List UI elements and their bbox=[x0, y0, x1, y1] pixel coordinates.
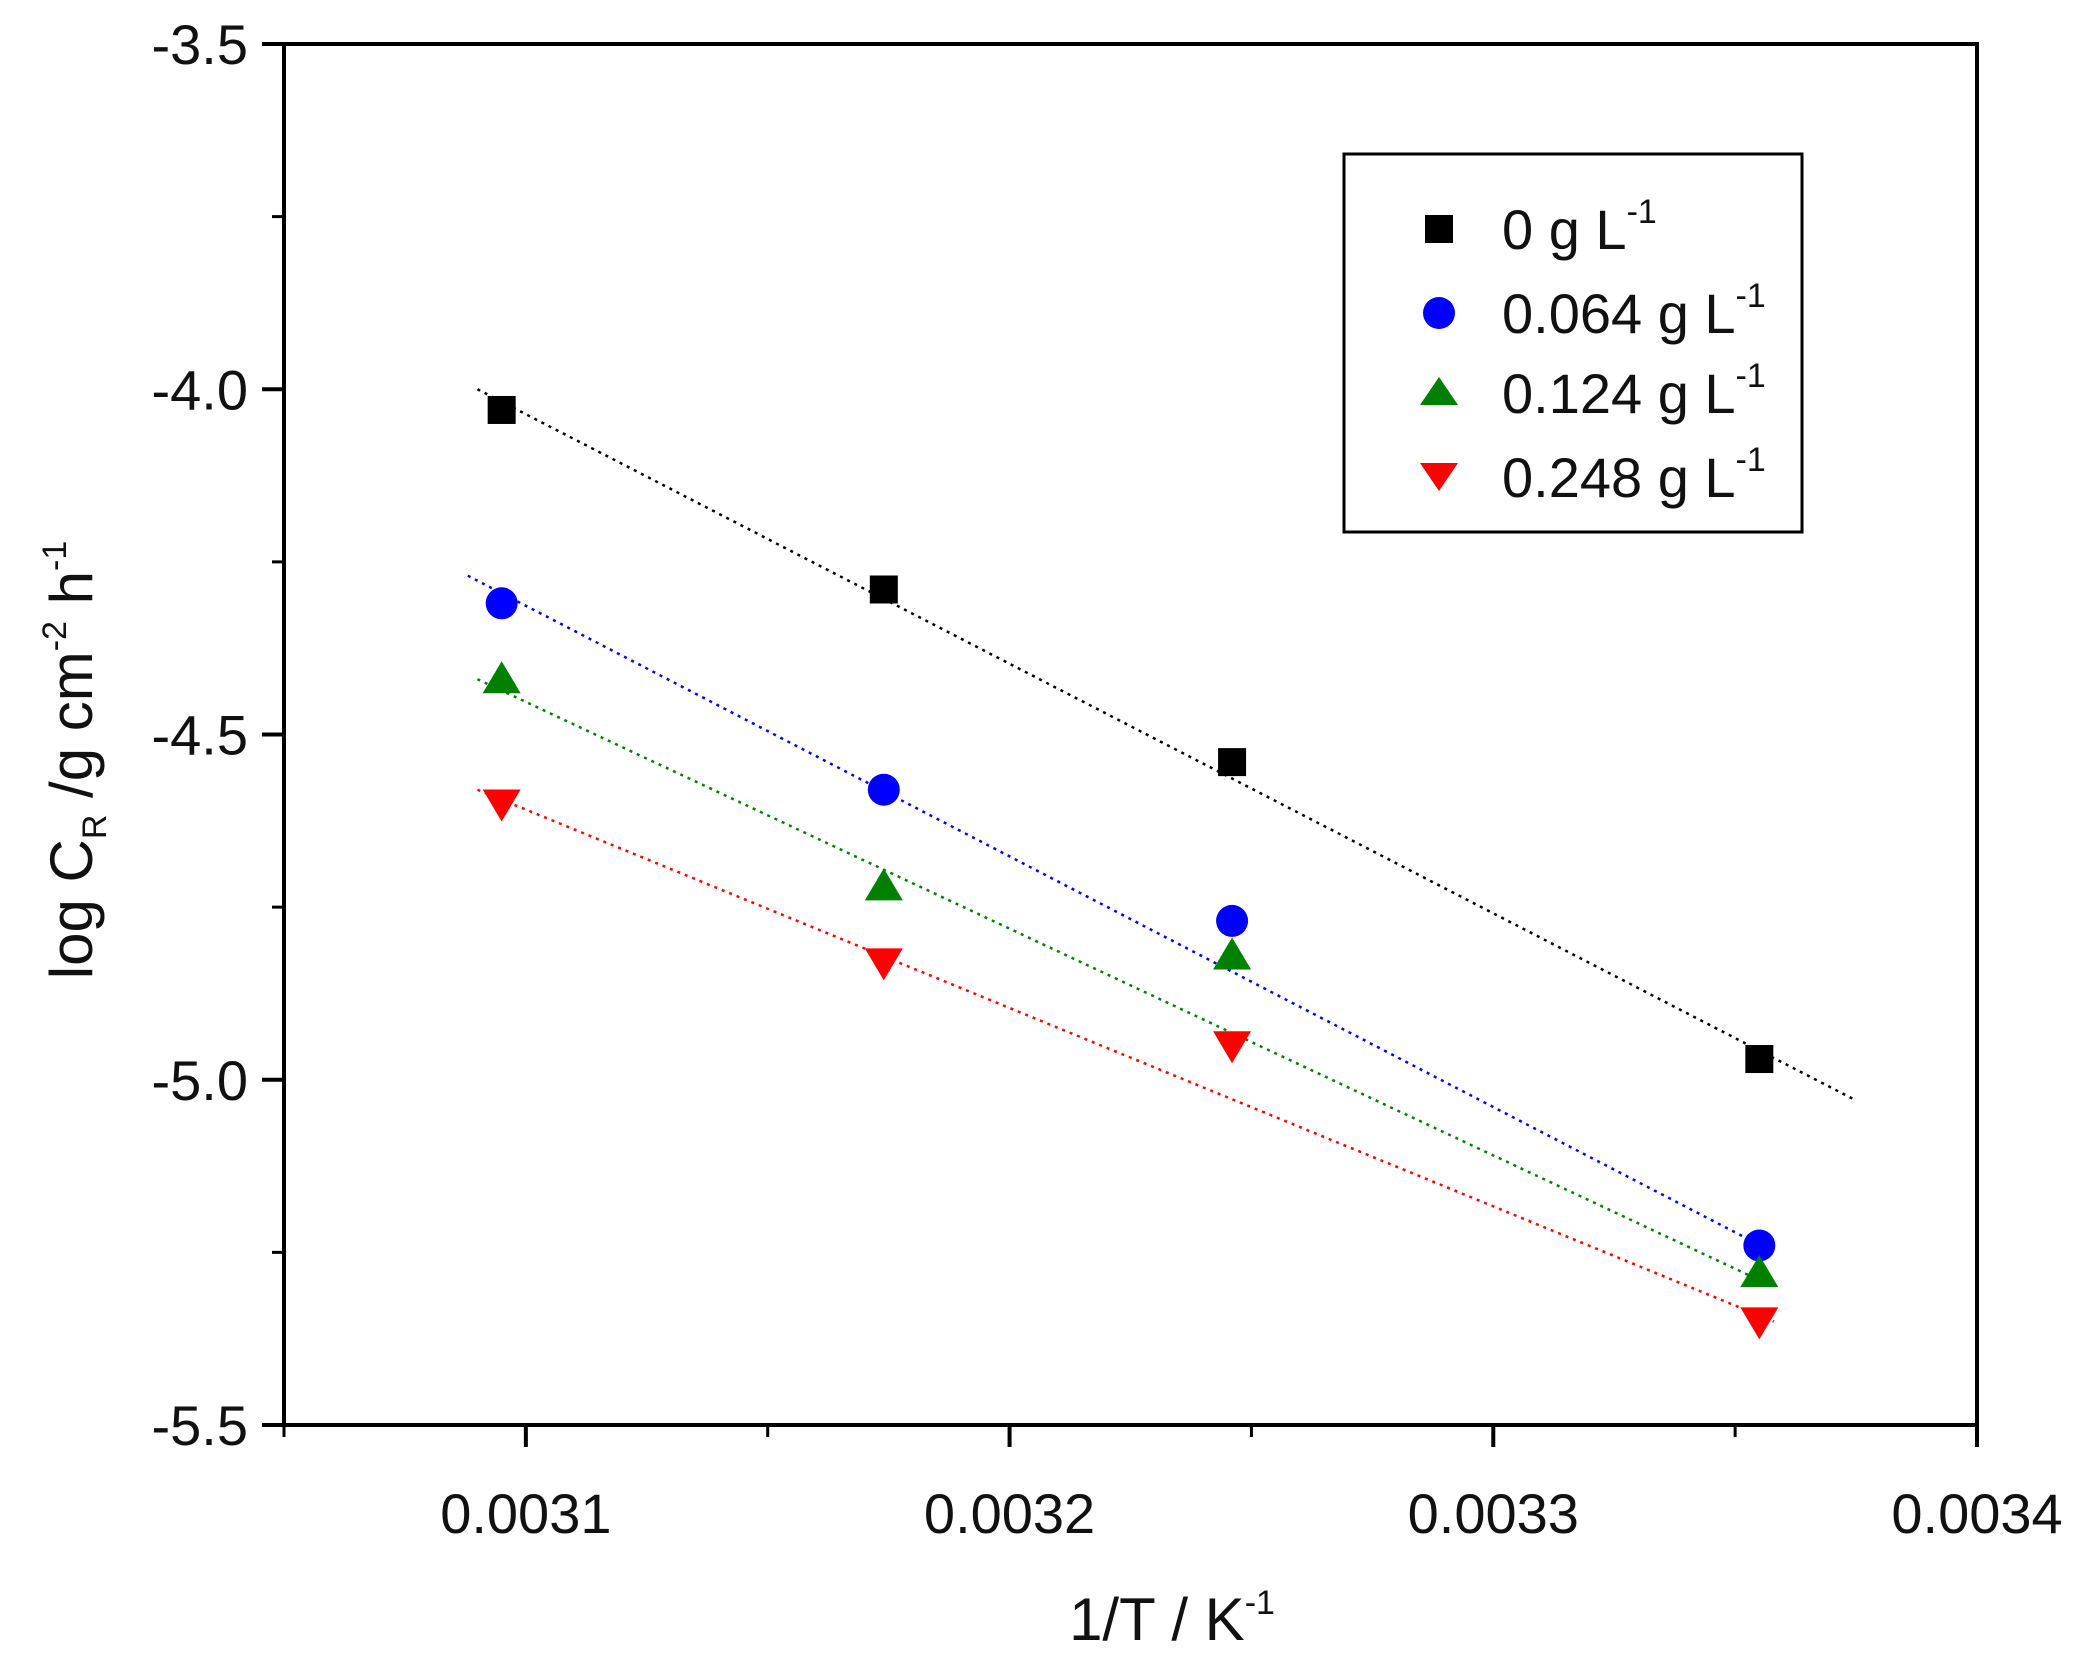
x-axis-title: 1/T / K-1 bbox=[1069, 1584, 1275, 1653]
point-series-0-2 bbox=[1218, 748, 1247, 777]
point-series-2-2 bbox=[1213, 937, 1252, 970]
point-series-1-1 bbox=[867, 773, 900, 806]
point-series-1-0 bbox=[485, 587, 518, 620]
point-series-1-2 bbox=[1216, 904, 1249, 937]
point-series-1-3 bbox=[1743, 1229, 1776, 1262]
fit-line-series-0 bbox=[476, 388, 1857, 1102]
y-tick-label: -5.0 bbox=[152, 1049, 249, 1112]
legend: 0 g L-1 0.064 g L-1 0.124 g L-1 0.248 g … bbox=[1342, 152, 1804, 534]
fit-line-series-3 bbox=[477, 788, 1775, 1323]
point-series-3-3 bbox=[1740, 1307, 1779, 1340]
y-tick-label: -4.5 bbox=[152, 704, 249, 767]
y-axis-title: log CR /g cm-2 h-1 bbox=[36, 541, 114, 980]
legend-entry-0: 0 g L-1 bbox=[1425, 193, 1657, 261]
legend-entry-2: 0.124 g L-1 bbox=[1420, 357, 1766, 425]
point-series-0-1 bbox=[869, 575, 898, 604]
x-tick-label: 0.0032 bbox=[924, 1482, 1095, 1545]
point-series-2-1 bbox=[864, 868, 903, 901]
legend-entry-1: 0.064 g L-1 bbox=[1423, 277, 1766, 345]
fit-line-series-1 bbox=[467, 574, 1775, 1254]
legend-label-1: 0.064 g L-1 bbox=[1502, 277, 1766, 345]
point-series-3-1 bbox=[864, 948, 903, 981]
legend-entry-3: 0.248 g L-1 bbox=[1420, 441, 1766, 509]
point-series-0-0 bbox=[487, 395, 516, 424]
y-tick-label: -4.0 bbox=[152, 358, 249, 421]
fit-line-series-2 bbox=[476, 678, 1775, 1289]
axis-ticks: 0.0031 0.0032 0.0033 0.0034 -3.5 -4.0 -4.5 -5.0… bbox=[152, 13, 2063, 1545]
y-tick-label: -5.5 bbox=[152, 1394, 249, 1457]
legend-marker-square bbox=[1425, 215, 1453, 243]
y-tick-label: -3.5 bbox=[152, 13, 249, 76]
legend-box bbox=[1342, 152, 1804, 534]
x-tick-label: 0.0034 bbox=[1891, 1482, 2062, 1545]
legend-label-2: 0.124 g L-1 bbox=[1502, 357, 1766, 425]
legend-marker-triangle-up bbox=[1420, 377, 1458, 405]
legend-label-0: 0 g L-1 bbox=[1502, 193, 1657, 261]
x-tick-label: 0.0031 bbox=[440, 1482, 611, 1545]
legend-label-3: 0.248 g L-1 bbox=[1502, 441, 1766, 509]
legend-marker-circle bbox=[1423, 297, 1455, 329]
x-tick-label: 0.0033 bbox=[1408, 1482, 1579, 1545]
point-series-0-3 bbox=[1745, 1045, 1774, 1074]
point-series-3-2 bbox=[1213, 1031, 1252, 1064]
fit-lines bbox=[467, 388, 1857, 1323]
point-series-2-3 bbox=[1740, 1255, 1779, 1288]
point-series-2-0 bbox=[482, 661, 521, 694]
legend-marker-triangle-down bbox=[1420, 463, 1458, 491]
data-points bbox=[482, 395, 1779, 1340]
point-series-3-0 bbox=[482, 789, 521, 822]
